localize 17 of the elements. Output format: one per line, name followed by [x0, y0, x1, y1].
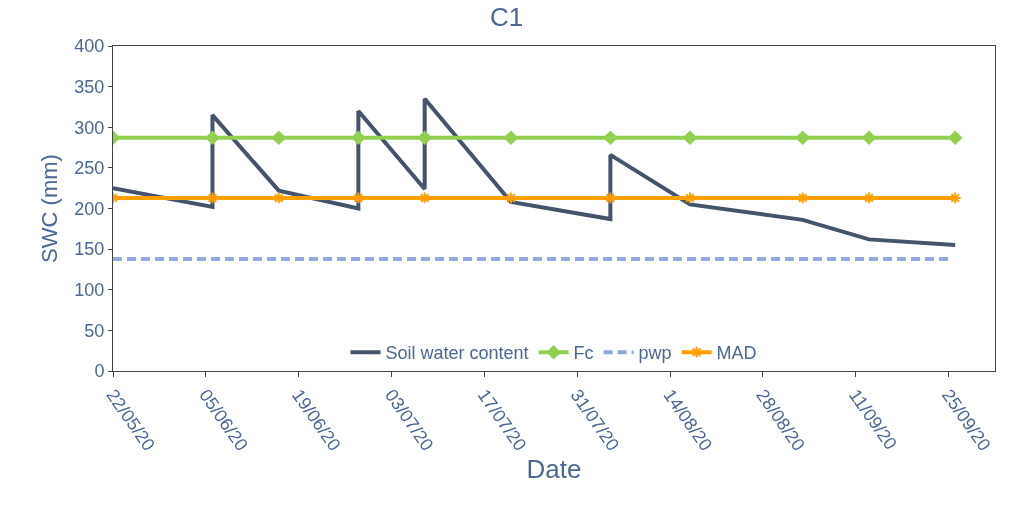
line-series [113, 96, 958, 248]
y-tick-label: 200 [74, 198, 105, 219]
y-tick-label: 150 [74, 239, 105, 260]
y-tick-label: 100 [74, 280, 105, 301]
chart-title: C1 [489, 2, 524, 33]
legend-label: pwp [638, 343, 672, 364]
y-tick-label: 400 [74, 36, 105, 57]
y-tick-label: 250 [74, 158, 105, 179]
legend-label: Soil water content [385, 343, 529, 364]
legend-label: Fc [573, 343, 594, 364]
y-tick-label: 0 [94, 361, 105, 382]
x-axis-title: Date [526, 454, 582, 485]
y-tick-label: 350 [74, 76, 105, 97]
y-axis-title: SWC (mm) [37, 154, 63, 263]
legend-label: MAD [716, 343, 757, 364]
y-tick-label: 50 [84, 320, 105, 341]
y-tick-label: 300 [74, 117, 105, 138]
